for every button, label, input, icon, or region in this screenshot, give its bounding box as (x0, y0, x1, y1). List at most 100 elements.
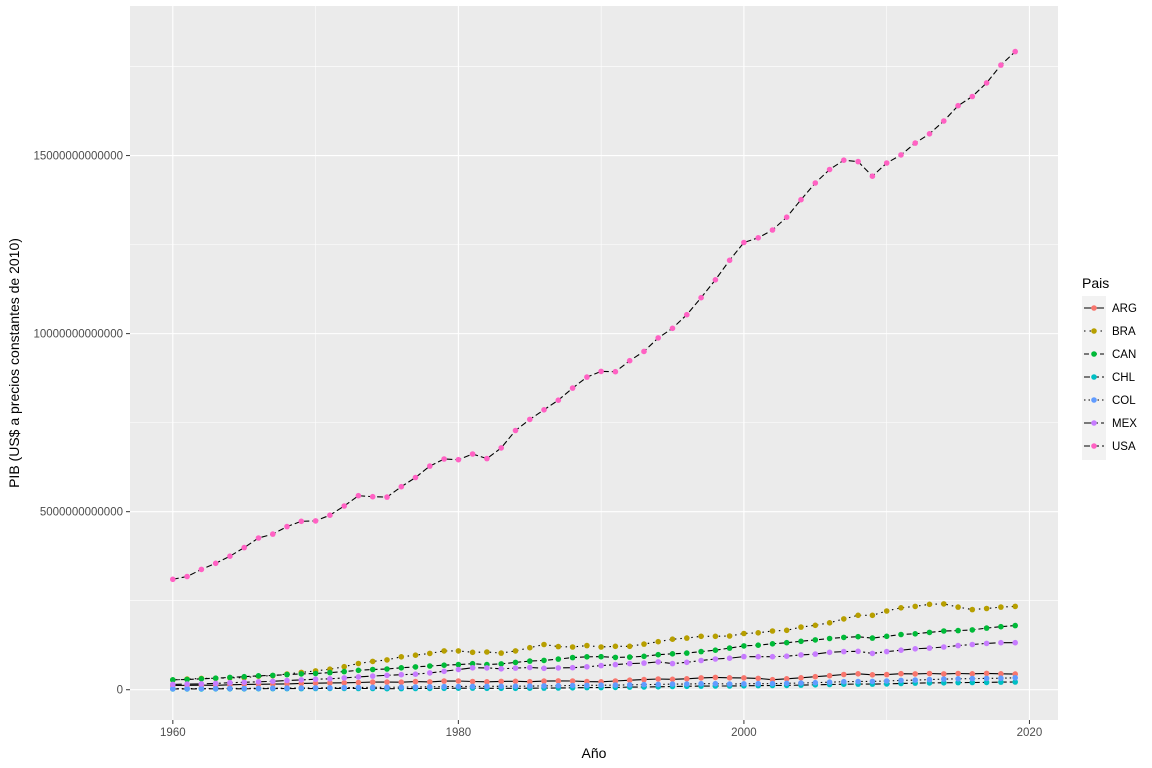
data-point-mex (983, 640, 990, 647)
data-point-usa (170, 576, 176, 583)
data-point-bra (527, 644, 533, 651)
data-point-can (441, 662, 447, 668)
data-point-can (298, 671, 305, 677)
data-point-usa (926, 131, 933, 137)
data-point-mex (270, 678, 276, 685)
data-point-col (184, 685, 190, 692)
data-point-arg (612, 678, 619, 684)
legend-key-point (1091, 397, 1097, 403)
data-point-mex (527, 664, 533, 671)
data-point-mex (284, 677, 290, 684)
legend-label: COL (1112, 395, 1136, 407)
data-point-can (527, 658, 533, 664)
data-point-arg (741, 675, 747, 681)
data-point-mex (312, 676, 319, 682)
data-point-arg (512, 678, 519, 685)
legend-item-can: CAN (1084, 349, 1136, 361)
series-can (170, 622, 1018, 683)
x-tick-label: 1980 (446, 727, 472, 739)
data-point-usa (327, 512, 333, 518)
data-point-arg (798, 675, 804, 681)
data-point-usa (227, 553, 233, 559)
data-point-arg (998, 671, 1004, 677)
data-point-col (584, 682, 590, 689)
x-tick-label: 2020 (1017, 727, 1043, 739)
data-point-bra (598, 644, 604, 650)
data-point-mex (969, 641, 976, 648)
data-point-col (712, 680, 719, 687)
data-point-bra (398, 654, 405, 660)
legend-title: Pais (1082, 275, 1109, 291)
data-point-can (584, 654, 590, 660)
data-point-usa (184, 573, 190, 580)
data-point-can (555, 656, 562, 662)
data-point-usa (584, 374, 590, 380)
data-point-bra (369, 658, 376, 665)
data-point-bra (584, 642, 590, 649)
data-point-arg (698, 675, 704, 681)
data-point-col (898, 677, 904, 684)
data-point-can (369, 666, 376, 673)
data-point-col (498, 683, 505, 690)
data-point-mex (783, 653, 790, 659)
data-point-bra (826, 620, 833, 626)
data-point-mex (369, 673, 376, 679)
data-point-col (441, 683, 447, 690)
data-point-usa (983, 80, 990, 86)
data-point-can (741, 643, 747, 649)
data-point-col (883, 678, 890, 684)
data-point-mex (298, 677, 305, 683)
data-point-usa (427, 463, 433, 469)
data-point-mex (826, 649, 833, 656)
data-point-mex (327, 676, 333, 682)
data-point-arg (726, 675, 733, 681)
data-point-mex (184, 681, 190, 687)
data-point-can (1012, 622, 1018, 629)
data-point-usa (826, 166, 833, 173)
data-point-bra (441, 648, 447, 654)
data-point-col (484, 683, 490, 690)
legend-item-chl: CHL (1084, 372, 1136, 384)
data-point-mex (955, 642, 961, 649)
data-point-mex (684, 659, 690, 666)
y-axis-tick-labels: 0 5000000000000 10000000000000 150000000000… (33, 151, 123, 697)
data-point-can (841, 634, 847, 641)
data-point-mex (412, 671, 419, 677)
data-point-arg (712, 674, 719, 681)
data-point-can (398, 665, 405, 671)
legend-key-point (1091, 420, 1097, 426)
series-layer (170, 48, 1018, 692)
data-point-arg (855, 671, 861, 677)
y-axis-title: PIB (US$ a precios constantes de 2010) (6, 238, 22, 488)
data-point-mex (612, 661, 619, 668)
legend-item-mex: MEX (1084, 418, 1137, 430)
legend-key-point (1091, 328, 1097, 334)
data-point-usa (270, 531, 276, 537)
legend: Pais ARG BRA CAN CHL COL MEX USA (1082, 275, 1137, 460)
data-point-bra (341, 663, 348, 670)
data-point-col (684, 681, 690, 687)
data-point-usa (912, 140, 918, 146)
data-point-mex (484, 665, 490, 671)
data-point-usa (712, 277, 719, 283)
data-point-usa (441, 456, 447, 462)
data-point-col (769, 680, 776, 687)
data-point-bra (741, 630, 747, 637)
data-point-usa (969, 93, 976, 100)
data-point-mex (384, 672, 390, 679)
data-point-usa (812, 180, 819, 186)
data-point-col (427, 684, 433, 690)
data-point-mex (712, 656, 719, 662)
data-point-arg (641, 676, 647, 683)
series-mex (170, 639, 1018, 688)
data-point-col (312, 685, 319, 691)
data-point-usa (726, 257, 733, 264)
data-point-usa (798, 196, 804, 203)
data-point-col (227, 685, 233, 692)
legend-label: CAN (1112, 349, 1136, 361)
data-point-col (726, 681, 733, 687)
data-point-usa (298, 518, 305, 525)
data-point-usa (955, 102, 961, 109)
data-point-mex (726, 655, 733, 661)
